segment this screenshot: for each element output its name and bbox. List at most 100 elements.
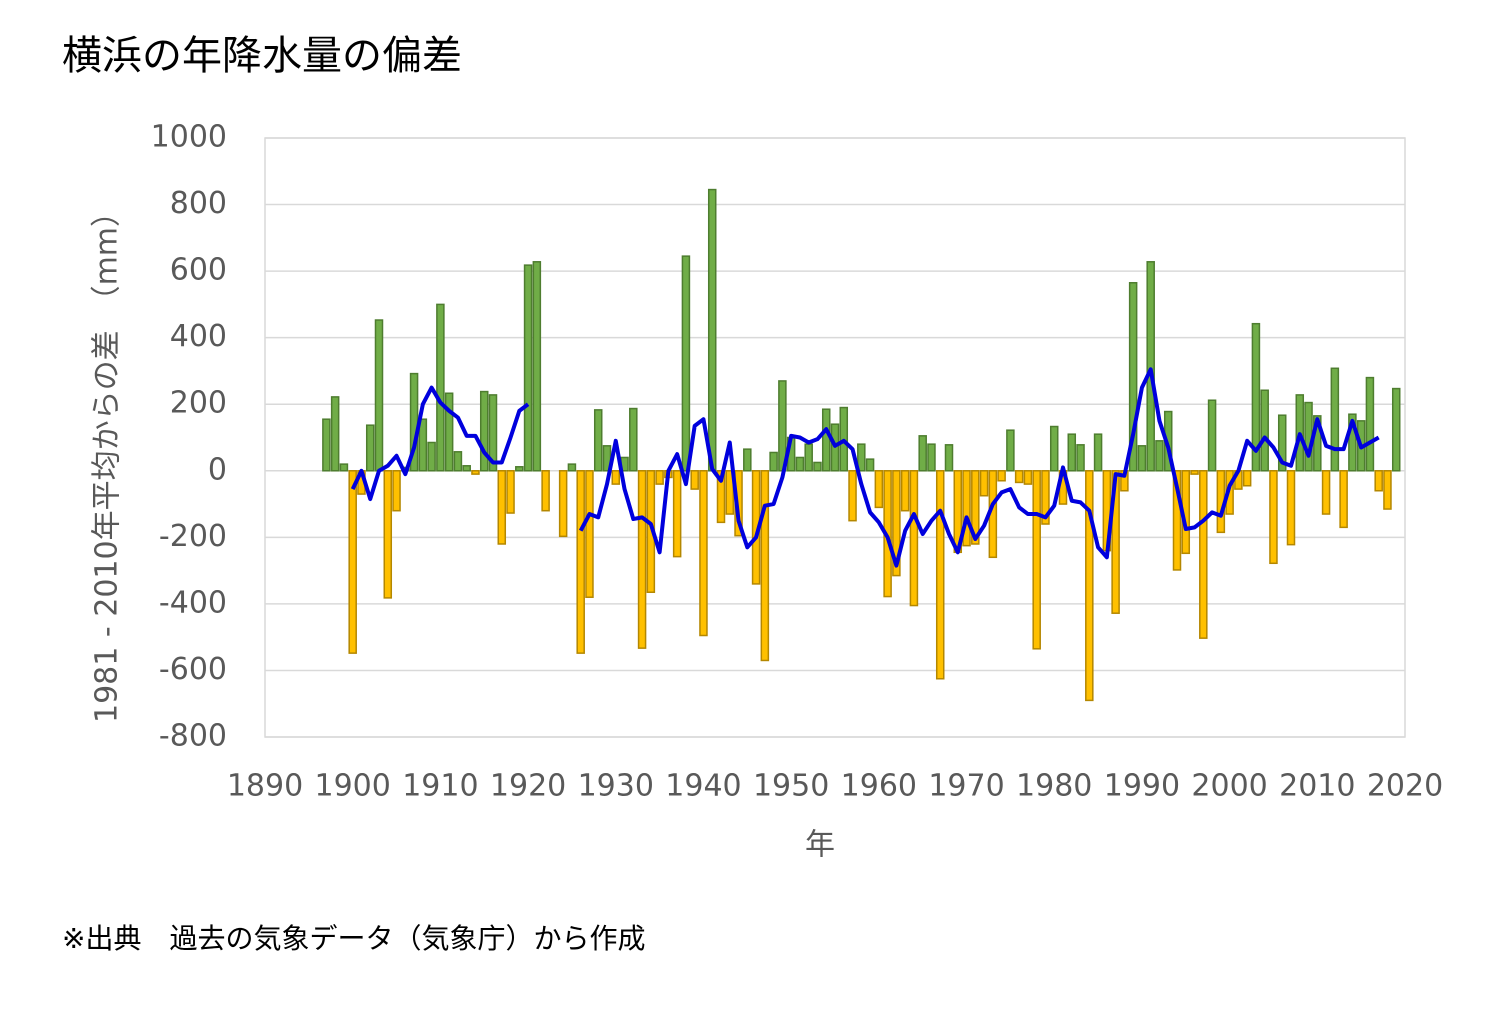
x-tick-label: 1930: [578, 769, 654, 804]
bar: [1023, 470, 1033, 485]
x-tick-label: 1980: [1016, 769, 1092, 804]
bar: [1207, 399, 1217, 472]
y-tick-label: 400: [170, 319, 227, 354]
y-tick-label: -400: [159, 585, 227, 620]
bar: [383, 470, 393, 599]
bar: [1321, 470, 1331, 515]
bar: [1067, 433, 1077, 472]
bar: [1006, 429, 1015, 472]
bar: [935, 470, 945, 680]
bar: [1304, 401, 1313, 472]
x-tick-label: 1990: [1104, 769, 1180, 804]
bar: [1277, 414, 1287, 472]
bar: [1330, 367, 1340, 472]
x-tick-label: 1940: [665, 769, 741, 804]
y-tick-label: -200: [159, 519, 227, 554]
bar: [681, 255, 691, 472]
bar: [629, 407, 638, 472]
bar: [690, 470, 699, 490]
bar: [585, 470, 594, 598]
bar: [576, 470, 585, 654]
bar: [760, 470, 770, 662]
x-tick-label: 2010: [1279, 769, 1355, 804]
bar: [795, 456, 805, 472]
bar: [725, 470, 735, 515]
bar: [637, 470, 647, 649]
bar: [1014, 470, 1024, 484]
bar: [769, 451, 778, 472]
bar: [515, 466, 524, 472]
y-tick-label: -800: [159, 719, 227, 754]
x-tick-label: 1900: [315, 769, 391, 804]
bar: [462, 465, 471, 472]
bar: [716, 470, 726, 524]
bar: [1041, 470, 1050, 525]
moving-average-line: [578, 367, 1380, 568]
bar: [541, 470, 550, 512]
bar: [900, 470, 910, 512]
bar: [532, 261, 542, 472]
bar: [892, 470, 901, 577]
bar: [1137, 445, 1147, 472]
bar: [1172, 470, 1182, 571]
bar: [1348, 413, 1357, 472]
bar: [672, 470, 682, 558]
bar: [1093, 433, 1103, 472]
bar: [488, 394, 498, 472]
bar: [1383, 470, 1392, 510]
bar: [330, 396, 340, 472]
bar: [979, 470, 989, 497]
bar: [1199, 470, 1208, 639]
bar: [1374, 470, 1383, 492]
bar: [1076, 444, 1085, 472]
bar: [436, 303, 445, 472]
y-tick-label: -600: [159, 652, 227, 687]
bar: [971, 470, 980, 545]
bar: [339, 463, 349, 472]
bar: [1190, 470, 1199, 475]
x-tick-label: 1970: [928, 769, 1004, 804]
x-tick-label: 1960: [841, 769, 917, 804]
bar: [365, 424, 375, 472]
chart-title: 横浜の年降水量の偏差: [62, 33, 462, 79]
bar: [444, 392, 454, 472]
bar: [506, 470, 515, 514]
y-tick-label: 1000: [151, 120, 227, 155]
y-tick-label: 200: [170, 386, 227, 421]
plot-border: [264, 137, 1406, 738]
bar: [1313, 415, 1322, 472]
y-tick-label: 600: [170, 253, 227, 288]
source-note: ※出典 過去の気象データ（気象庁）から作成: [62, 922, 645, 955]
bar: [1128, 282, 1138, 472]
bar: [348, 470, 357, 654]
bar: [707, 188, 717, 472]
bar: [848, 470, 857, 522]
bar: [1242, 470, 1252, 487]
bar: [1365, 376, 1375, 472]
bar: [1049, 425, 1059, 472]
x-tick-label: 1950: [753, 769, 829, 804]
bar: [874, 470, 884, 509]
x-tick-label: 1910: [402, 769, 478, 804]
x-axis-label: 年: [805, 828, 835, 863]
bar: [944, 444, 954, 472]
bar: [1085, 470, 1094, 702]
bar: [427, 441, 436, 472]
bar: [699, 470, 708, 637]
bar: [1155, 440, 1164, 472]
bar: [997, 470, 1006, 482]
bar: [418, 418, 428, 472]
y-axis-label: 1981 - 2010年平均からの差 （mm）: [90, 197, 125, 723]
bar: [374, 319, 384, 472]
bar: [1391, 387, 1401, 472]
x-tick-label: 1920: [490, 769, 566, 804]
bar: [1269, 470, 1278, 565]
bar: [743, 448, 752, 472]
bar: [927, 443, 936, 472]
bar: [813, 461, 822, 472]
x-tick-label: 2020: [1367, 769, 1443, 804]
x-tick-label: 1890: [227, 769, 303, 804]
bar: [1111, 470, 1120, 614]
bar: [453, 451, 463, 472]
